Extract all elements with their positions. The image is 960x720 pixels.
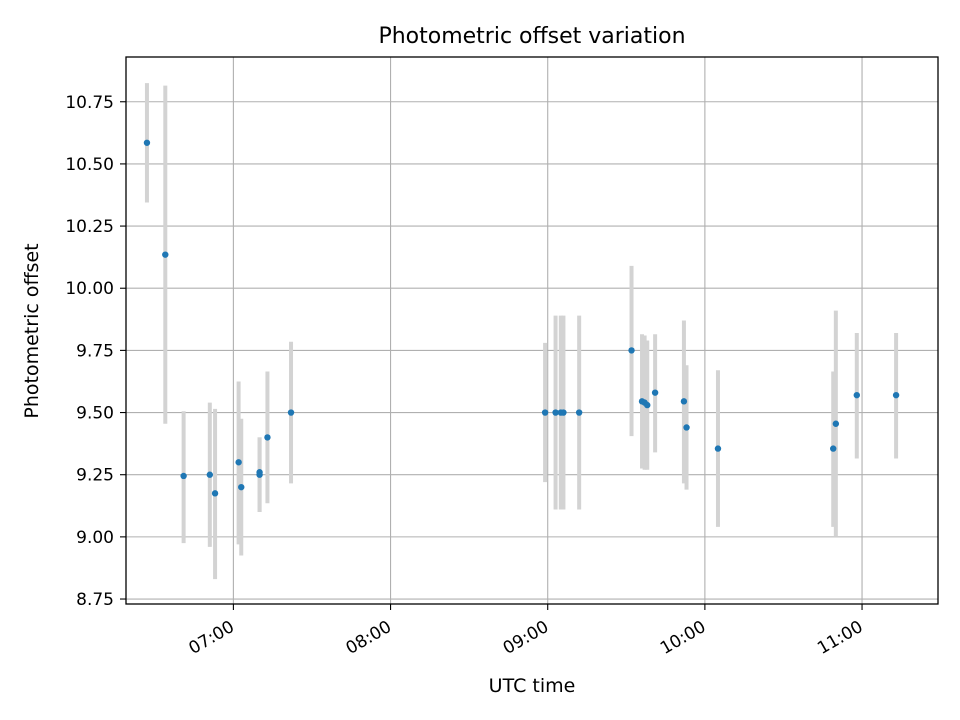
data-point <box>211 490 219 497</box>
plot-frame <box>125 56 939 605</box>
data-point <box>256 471 263 478</box>
data-point <box>680 398 688 405</box>
data-point <box>830 445 837 452</box>
y-tick-label: 10.00 <box>65 279 114 299</box>
data-point <box>541 409 549 416</box>
data-point <box>552 409 559 416</box>
y-tick-label: 10.50 <box>65 155 114 175</box>
data-point <box>892 391 900 399</box>
x-tick-label: 11:00 <box>814 617 866 659</box>
data-point <box>162 251 169 258</box>
data-point <box>235 459 242 466</box>
data-point <box>287 409 295 416</box>
y-tick-label: 9.50 <box>76 404 114 424</box>
x-tick-label: 10:00 <box>657 617 709 659</box>
y-tick-label: 10.25 <box>65 217 114 237</box>
data-point <box>832 420 840 427</box>
data-point <box>714 445 722 452</box>
x-tick-label: 09:00 <box>500 617 552 659</box>
y-tick-label: 9.75 <box>76 341 114 361</box>
error-bars <box>144 83 899 580</box>
data-point <box>238 483 245 491</box>
chart-title: Photometric offset variation <box>378 24 685 49</box>
data-points <box>143 139 900 497</box>
x-tick-label: 07:00 <box>185 617 237 659</box>
y-tick-label: 8.75 <box>76 590 114 610</box>
data-point <box>644 401 651 409</box>
data-point <box>560 409 567 416</box>
data-point <box>143 139 151 146</box>
y-tick-label: 10.75 <box>65 93 114 113</box>
data-point <box>180 472 187 480</box>
y-tick-label: 9.25 <box>76 466 114 486</box>
data-point <box>206 471 214 478</box>
data-point <box>264 434 271 441</box>
y-axis-label: Photometric offset <box>21 243 43 418</box>
data-point <box>628 347 635 354</box>
data-point <box>853 391 860 399</box>
data-point <box>683 424 690 431</box>
y-tick-label: 9.00 <box>76 528 114 548</box>
x-tick-label: 08:00 <box>343 617 395 659</box>
grid-lines <box>126 57 938 604</box>
data-point <box>651 389 659 396</box>
data-point <box>575 409 583 416</box>
y-axis-ticks: 8.75 9.00 9.25 9.50 9.75 10.00 10.25 10.50 10.75 <box>65 93 126 610</box>
x-axis-ticks: 07:00 08:00 09:00 10:00 11:00 <box>185 604 867 659</box>
x-axis-label: UTC time <box>489 675 576 697</box>
